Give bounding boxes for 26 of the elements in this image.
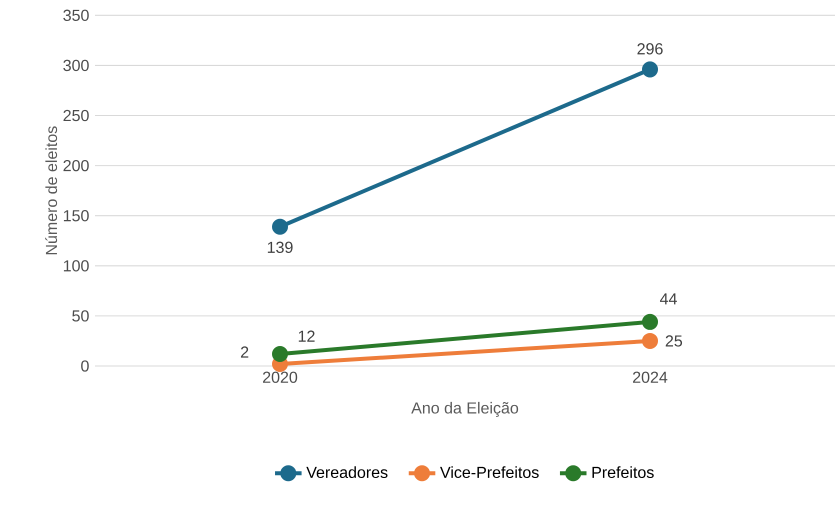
x-tick-label: 2020 — [263, 372, 298, 383]
data-label: 44 — [660, 293, 677, 304]
data-label: 296 — [637, 43, 663, 54]
point — [272, 218, 288, 235]
y-tick-label: 100 — [64, 260, 89, 272]
data-label: 2 — [240, 346, 248, 358]
y-tick-label: 250 — [64, 110, 89, 122]
y-tick-label: 50 — [72, 310, 89, 322]
y-tick-label: 300 — [63, 60, 89, 72]
data-label: 12 — [298, 330, 315, 342]
point — [642, 332, 658, 349]
x-tick-label: 2024 — [633, 372, 668, 383]
x-axis-title: Ano da Eleição — [411, 402, 518, 417]
legend-label: Prefeitos — [592, 466, 654, 478]
data-label: 25 — [666, 335, 682, 347]
y-tick-label: 350 — [63, 10, 89, 21]
legend-label: Vereadores — [306, 466, 388, 478]
y-tick-label: 0 — [81, 360, 89, 372]
point — [642, 61, 658, 78]
data-label: 139 — [268, 242, 293, 253]
y-axis-title: Número de eleitos — [45, 126, 58, 254]
point — [642, 314, 658, 330]
y-tick-label: 200 — [64, 160, 89, 172]
legend-label: Vice-Prefeitos — [440, 466, 539, 478]
y-tick-label: 150 — [64, 210, 89, 222]
point — [272, 346, 288, 362]
